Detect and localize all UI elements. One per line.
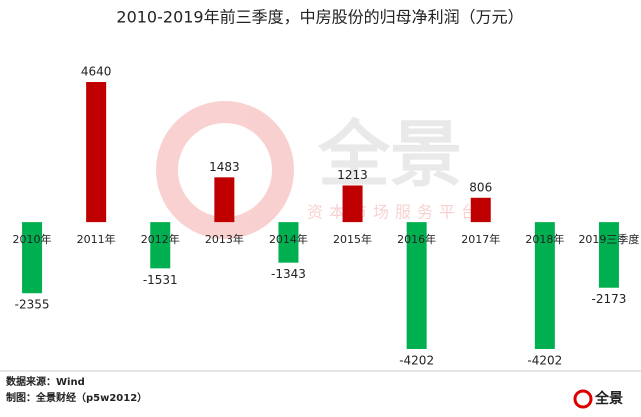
value-label: 1213	[337, 168, 368, 182]
x-tick-label: 2015年	[333, 232, 372, 246]
bar	[406, 222, 427, 349]
bar	[278, 222, 299, 263]
bar	[214, 177, 235, 223]
value-label: -2355	[15, 298, 50, 312]
value-label: -4202	[527, 354, 562, 368]
bar	[86, 82, 107, 223]
footer-logo: 全景	[594, 390, 623, 407]
x-tick-label: 2016年	[397, 232, 436, 246]
watermark-icon	[156, 101, 294, 239]
footer-credit: 制图：全景财经（p5w2012）	[6, 391, 147, 404]
x-tick-label: 2018年	[525, 232, 564, 246]
footer-source: 数据来源：Wind	[6, 375, 85, 388]
chart-title: 2010-2019年前三季度，中房股份的归母净利润（万元）	[116, 8, 523, 27]
value-label: -4202	[399, 354, 434, 368]
value-label: -2173	[592, 292, 627, 306]
value-label: 806	[469, 180, 492, 194]
watermark-slogan: 资本市场服务平台	[307, 203, 483, 222]
value-label: 4640	[81, 65, 112, 79]
footer-logo-icon	[573, 389, 593, 409]
x-tick-label: 2011年	[77, 232, 116, 246]
x-tick-label: 2013年	[205, 232, 244, 246]
bar	[22, 222, 43, 294]
value-label: 1483	[209, 160, 240, 174]
bar	[598, 222, 619, 288]
bar	[534, 222, 555, 349]
bar	[150, 222, 171, 269]
x-tick-label: 2010年	[13, 232, 52, 246]
value-label: -1343	[271, 267, 306, 281]
bar	[342, 185, 363, 223]
bar	[470, 197, 491, 223]
x-tick-label: 2017年	[461, 232, 500, 246]
value-label: -1531	[143, 273, 178, 287]
x-tick-label: 2014年	[269, 232, 308, 246]
x-tick-label: 2019三季度	[578, 232, 639, 246]
watermark-logo: 全景	[317, 113, 462, 197]
x-tick-label: 2012年	[141, 232, 180, 246]
